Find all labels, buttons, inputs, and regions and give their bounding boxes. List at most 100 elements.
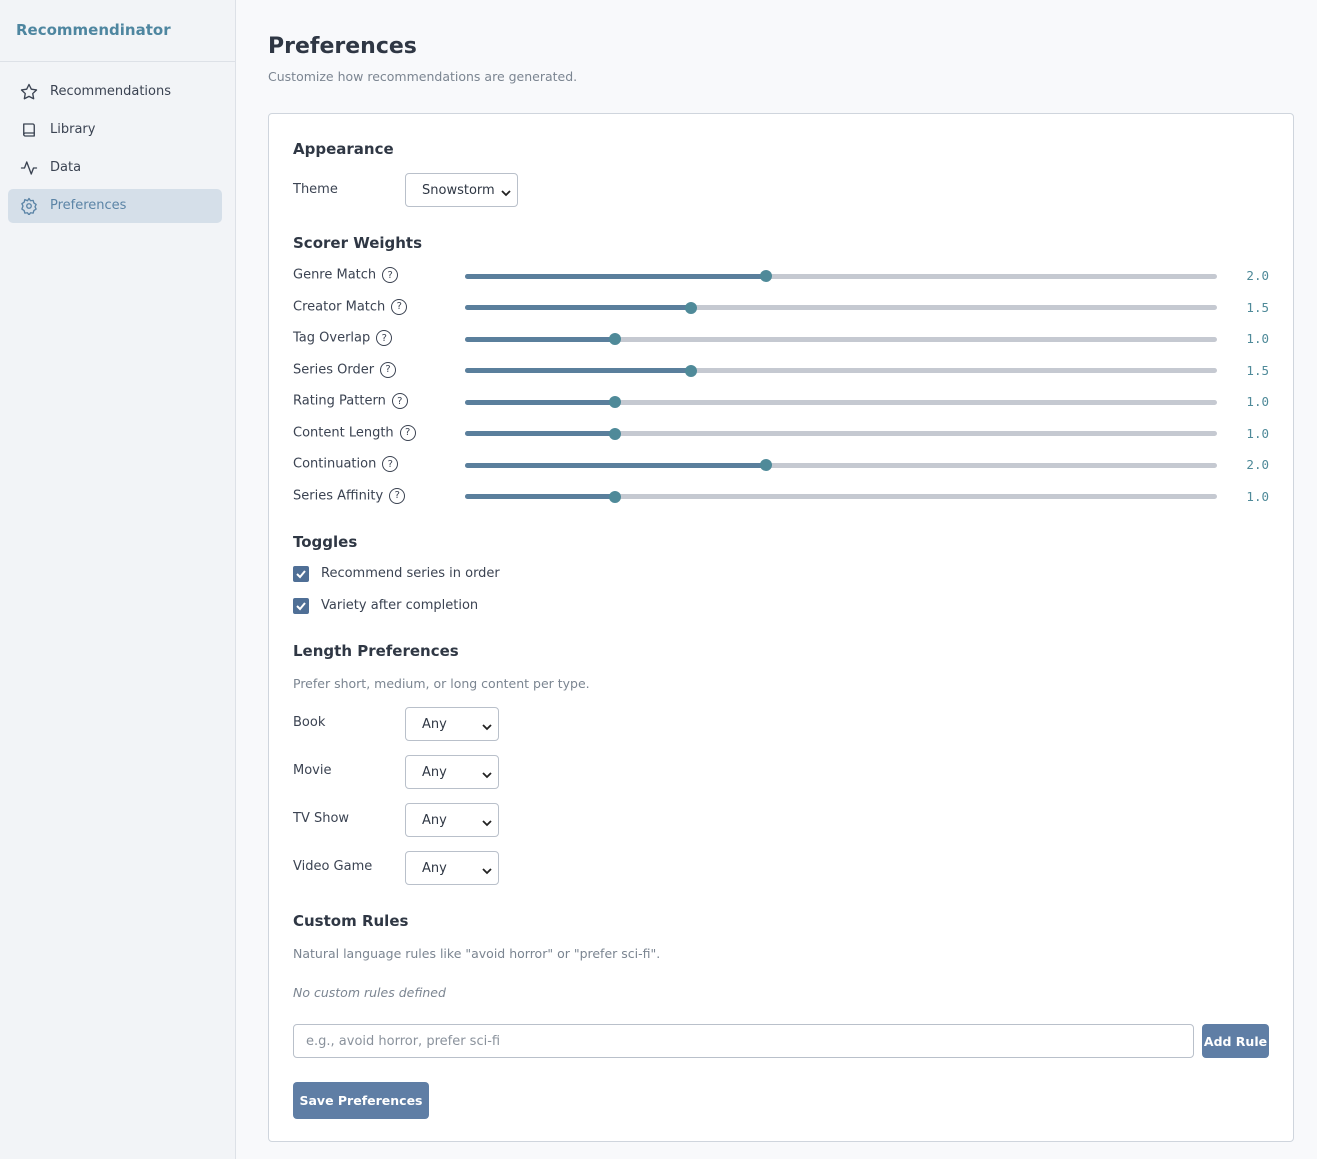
placeholder: e.g., avoid horror, prefer sci-fi (306, 1033, 501, 1049)
weight-name: Creator Match (293, 299, 386, 314)
checkbox-label: Variety after completion (321, 598, 479, 613)
select[interactable]: Any (405, 755, 499, 789)
nav-item[interactable]: Preferences (8, 189, 222, 223)
slider-track[interactable] (465, 368, 1217, 373)
slider-fill (465, 494, 616, 499)
weight-value: 1.0 (1246, 331, 1269, 346)
slider-track[interactable] (465, 399, 1217, 405)
slider-thumb[interactable] (759, 270, 772, 282)
field-label: Book (293, 715, 326, 730)
help-icon[interactable]: ? (382, 267, 399, 283)
slider-fill (465, 399, 616, 405)
weight-label: Series Affinity? (293, 487, 406, 504)
weight-value: 1.5 (1246, 299, 1269, 315)
slider-fill (465, 431, 616, 436)
section-heading: Scorer Weights (293, 234, 423, 252)
brand[interactable]: Recommendinator (16, 21, 171, 39)
weight-name: Series Order (293, 362, 375, 377)
weight-name: Content Length (293, 425, 394, 440)
divider (0, 61, 235, 62)
section-heading: Length Preferences (293, 642, 459, 660)
weight-label: Rating Pattern? (293, 393, 408, 409)
slider-fill (465, 336, 616, 342)
slider-fill (465, 368, 691, 373)
weight-label: Series Order? (293, 361, 397, 378)
select-value: Any (422, 716, 447, 732)
select[interactable]: Any (405, 851, 499, 885)
nav-label: Recommendations (50, 84, 172, 99)
field-label: Video Game (293, 859, 373, 874)
weight-label: Tag Overlap? (293, 330, 393, 346)
select-value: Any (422, 764, 447, 780)
slider-thumb[interactable] (609, 490, 622, 503)
slider-track[interactable] (465, 431, 1217, 436)
slider-track[interactable] (465, 494, 1217, 499)
weight-label: Continuation? (293, 456, 399, 472)
rule-input[interactable]: e.g., avoid horror, prefer sci-fi (293, 1024, 1194, 1058)
help-icon[interactable]: ? (376, 330, 393, 346)
field-label: TV Show (293, 811, 350, 826)
slider-thumb[interactable] (684, 301, 697, 314)
select[interactable]: Snowstorm (405, 173, 518, 207)
nav-item[interactable]: Recommendations (8, 75, 222, 109)
icon (20, 83, 38, 105)
weight-label: Content Length? (293, 424, 416, 441)
slider-thumb[interactable] (609, 396, 622, 408)
nav-label: Data (50, 160, 82, 175)
weight-name: Rating Pattern (293, 393, 386, 409)
help-icon[interactable]: ? (399, 424, 416, 441)
help-icon[interactable]: ? (382, 456, 399, 472)
add-rule-button[interactable]: Add Rule (1202, 1024, 1269, 1058)
icon (20, 159, 38, 181)
select-value: Any (422, 860, 447, 876)
weight-value: 1.0 (1246, 488, 1269, 504)
chevron (482, 864, 492, 879)
slider-thumb[interactable] (609, 333, 622, 345)
chevron (501, 186, 511, 201)
nav-item[interactable]: Library (8, 113, 222, 147)
weight-name: Continuation (293, 456, 377, 472)
slider-track[interactable] (465, 305, 1217, 310)
section-description: Natural language rules like "avoid horro… (293, 946, 661, 961)
help-icon[interactable]: ? (391, 298, 408, 315)
help-icon[interactable]: ? (391, 393, 408, 409)
nav-label: Library (50, 122, 96, 137)
field-label: Movie (293, 763, 332, 778)
weight-value: 1.0 (1246, 425, 1269, 441)
slider-thumb[interactable] (609, 427, 622, 440)
slider-track[interactable] (465, 273, 1217, 279)
empty-message: No custom rules defined (293, 985, 446, 1000)
icon (20, 121, 38, 143)
help-icon[interactable]: ? (380, 361, 397, 378)
chevron (482, 720, 492, 735)
slider-fill (465, 305, 691, 310)
slider-track[interactable] (465, 336, 1217, 342)
nav-item[interactable]: Data (8, 151, 222, 185)
preferences-card: Appearance Theme Snowstorm Scorer Weights Ge… (268, 113, 1294, 1142)
help-icon[interactable]: ? (389, 487, 406, 504)
checkbox[interactable] (293, 598, 309, 614)
page-title: Preferences (268, 34, 417, 59)
weight-value: 2.0 (1246, 457, 1269, 472)
page-subtitle: Customize how recommendations are genera… (268, 69, 578, 84)
weight-label: Genre Match? (293, 267, 399, 283)
save-button[interactable]: Save Preferences (293, 1082, 429, 1119)
field-label: Theme (293, 182, 338, 197)
checkbox[interactable] (293, 566, 309, 582)
chevron (482, 816, 492, 831)
slider-track[interactable] (465, 462, 1217, 468)
checkbox-label: Recommend series in order (321, 566, 500, 581)
slider-thumb[interactable] (759, 459, 772, 471)
weight-value: 1.0 (1246, 394, 1269, 409)
select[interactable]: Any (405, 707, 499, 741)
select-value: Snowstorm (422, 182, 495, 198)
select[interactable]: Any (405, 803, 499, 837)
weight-name: Tag Overlap (293, 330, 371, 346)
weight-name: Series Affinity (293, 488, 384, 503)
weight-value: 1.5 (1246, 362, 1269, 378)
slider-thumb[interactable] (684, 364, 697, 377)
nav-label: Preferences (50, 198, 127, 213)
weight-value: 2.0 (1246, 268, 1269, 283)
